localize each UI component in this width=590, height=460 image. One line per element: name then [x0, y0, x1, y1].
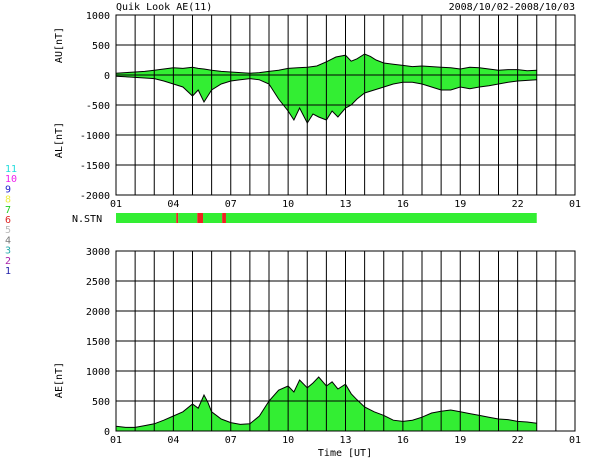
y-tick-label: 3000: [86, 247, 110, 258]
y-tick-label: 2000: [86, 307, 110, 318]
x-tick-label: 01: [569, 435, 581, 446]
x-tick-label: 01: [110, 435, 122, 446]
y-tick-label: 500: [92, 397, 110, 408]
legend-item-2: 2: [5, 256, 11, 267]
station-segment: [178, 213, 198, 223]
station-segment: [203, 213, 223, 223]
station-segment: [176, 213, 179, 223]
ae-line: [115, 376, 537, 428]
y-tick-label: 0: [104, 71, 110, 82]
legend-item-1: 1: [5, 266, 11, 277]
station-segment: [225, 213, 537, 223]
station-segment: [222, 213, 226, 223]
y-tick-label: -1000: [80, 131, 110, 142]
y-tick-label: 1000: [86, 11, 110, 22]
y-tick-label: -500: [86, 101, 110, 112]
x-tick-label: 07: [225, 435, 237, 446]
ae-axis-label: AE[nT]: [54, 362, 65, 398]
x-tick-label: 16: [397, 435, 409, 446]
y-tick-label: -2000: [80, 191, 110, 202]
x-tick-label: 10: [282, 199, 294, 210]
x-tick-label: 16: [397, 199, 409, 210]
al-axis-label: AL[nT]: [54, 122, 65, 158]
x-tick-label: 13: [339, 435, 351, 446]
legend-item-5: 5: [5, 225, 11, 236]
x-tick-label: 10: [282, 435, 294, 446]
legend-item-7: 7: [5, 205, 11, 216]
x-tick-label: 01: [569, 199, 581, 210]
legend-item-3: 3: [5, 246, 11, 257]
au-axis-label: AU[nT]: [54, 27, 65, 63]
x-tick-label: 04: [167, 199, 179, 210]
legend-item-6: 6: [5, 215, 11, 226]
legend-item-9: 9: [5, 184, 11, 195]
station-segment: [197, 213, 204, 223]
x-tick-label: 22: [512, 435, 524, 446]
chart-title: Quik Look AE(11): [116, 2, 212, 13]
legend-item-4: 4: [5, 235, 11, 246]
x-tick-label: 22: [512, 199, 524, 210]
y-tick-label: 1000: [86, 367, 110, 378]
legend-item-11: 11: [5, 164, 17, 175]
y-tick-label: 0: [104, 427, 110, 438]
au-line: [115, 53, 537, 74]
y-tick-label: 1500: [86, 337, 110, 348]
y-tick-label: 2500: [86, 277, 110, 288]
station-count-bar: [116, 213, 537, 223]
y-tick-label: 500: [92, 41, 110, 52]
x-tick-label: 07: [225, 199, 237, 210]
station-count-label: N.STN: [72, 214, 102, 225]
station-segment: [116, 213, 177, 223]
x-tick-label: 01: [110, 199, 122, 210]
y-tick-label: -1500: [80, 161, 110, 172]
x-tick-label: 19: [454, 199, 466, 210]
legend-item-10: 10: [5, 174, 17, 185]
plot-frame: [115, 250, 576, 432]
plot-frame: [115, 14, 576, 196]
date-range: 2008/10/02-2008/10/03: [449, 2, 575, 13]
x-tick-label: 04: [167, 435, 179, 446]
x-tick-label: 13: [339, 199, 351, 210]
x-tick-label: 19: [454, 435, 466, 446]
x-axis-label: Time [UT]: [318, 448, 372, 459]
al-line: [115, 75, 537, 125]
legend-item-8: 8: [5, 195, 11, 206]
